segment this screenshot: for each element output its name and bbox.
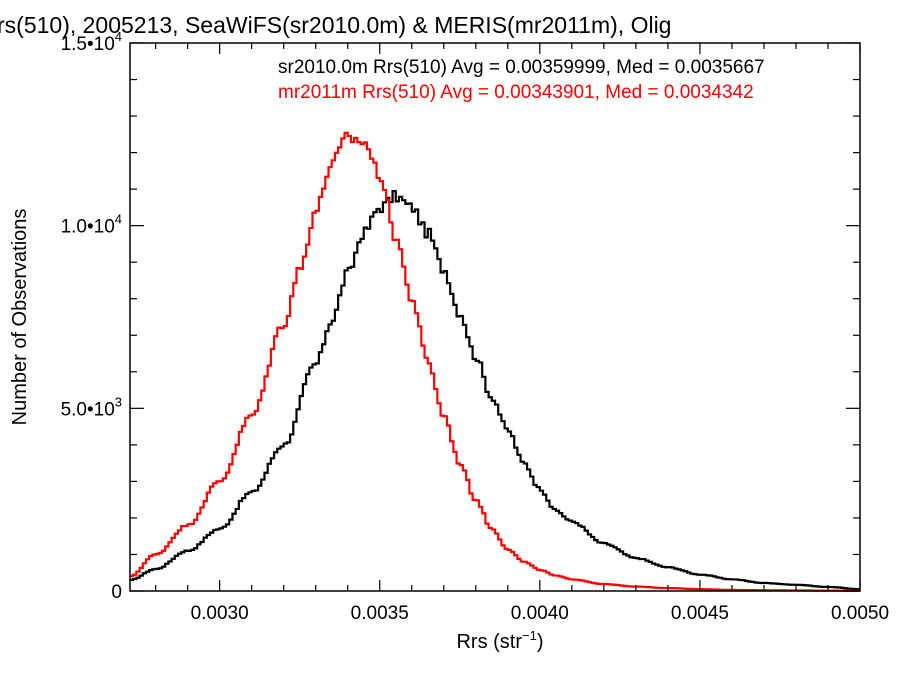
legend-entry-seawifs: sr2010.0m Rrs(510) Avg = 0.00359999, Med…: [278, 57, 765, 78]
x-tick-label: 0.0030: [191, 603, 249, 624]
y-tick-label: 5.0•103: [61, 394, 122, 420]
y-tick-exponent: 3: [115, 394, 122, 409]
y-tick-mantissa: 1.5•10: [61, 34, 115, 55]
y-tick-exponent: 4: [115, 29, 122, 44]
chart-title: rs(510), 2005213, SeaWiFS(sr2010.0m) & M…: [0, 12, 671, 38]
y-tick-label: 1.5•104: [61, 29, 122, 55]
x-axis: 0.0030 0.0035 0.0040 0.0045 0.0050: [155, 43, 889, 624]
y-tick-mantissa: 0: [111, 582, 122, 603]
x-tick-label: 0.0035: [351, 603, 409, 624]
x-axis-title-main: Rrs (str: [456, 631, 522, 653]
plot-frame: [129, 42, 861, 592]
series-seawifs-line: [130, 190, 860, 591]
x-tick-label: 0.0040: [511, 603, 569, 624]
y-tick-label: 1.0•104: [61, 212, 122, 238]
x-tick-label: 0.0045: [671, 603, 729, 624]
legend-entry-meris: mr2011m Rrs(510) Avg = 0.00343901, Med =…: [278, 82, 754, 103]
x-axis-title-end: ): [537, 631, 544, 653]
legend: sr2010.0m Rrs(510) Avg = 0.00359999, Med…: [278, 57, 765, 103]
y-tick-mantissa: 1.0•10: [61, 217, 115, 238]
y-tick-label: 0: [111, 582, 122, 603]
x-tick-label: 0.0050: [831, 603, 889, 624]
x-axis-title: Rrs (str−1): [456, 628, 543, 653]
x-axis-title-sup: −1: [522, 628, 537, 643]
y-tick-mantissa: 5.0•10: [61, 399, 115, 420]
y-axis-title: Number of Observations: [9, 209, 31, 426]
y-tick-exponent: 4: [115, 212, 122, 227]
